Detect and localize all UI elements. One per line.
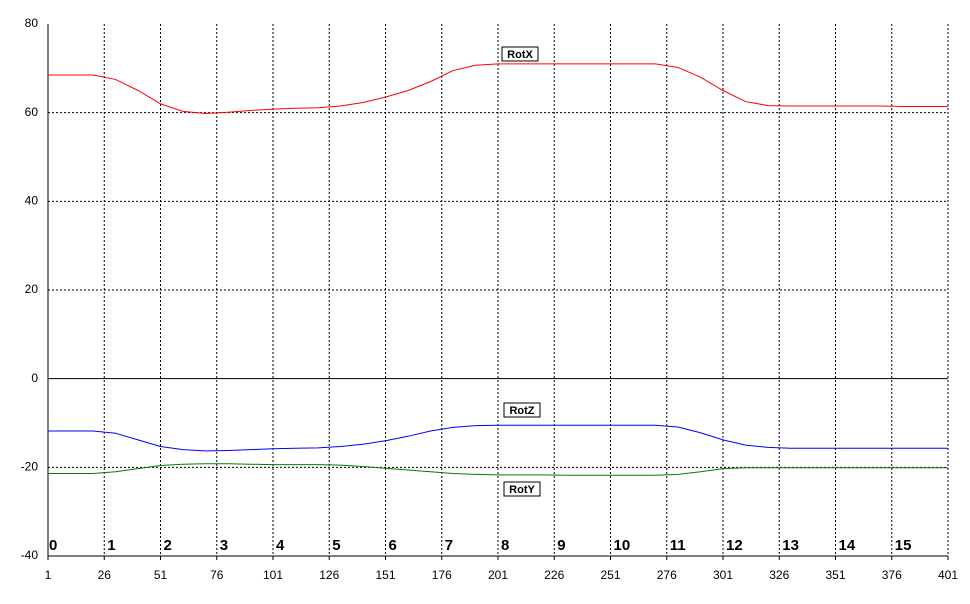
x-tick-label: 201 [488, 568, 508, 582]
annotation: 3 [220, 537, 228, 554]
x-tick-label: 401 [938, 568, 958, 582]
y-tick-label: 40 [25, 194, 39, 208]
y-tick-label: 20 [25, 282, 39, 296]
x-tick-label: 351 [825, 568, 845, 582]
annotation: 12 [726, 537, 743, 554]
x-tick-label: 226 [544, 568, 564, 582]
series-label: RotY [509, 484, 535, 496]
annotation: 1 [107, 537, 115, 554]
annotation: 11 [670, 537, 686, 554]
annotation: 2 [164, 537, 172, 554]
x-tick-label: 276 [657, 568, 677, 582]
x-tick-label: 101 [263, 568, 283, 582]
x-tick-label: 1 [45, 568, 52, 582]
annotation: 5 [332, 537, 340, 554]
series-label: RotZ [509, 405, 534, 417]
annotation: 4 [276, 537, 285, 554]
series-line [48, 424, 948, 452]
series-line [48, 63, 948, 115]
series-label-box [501, 46, 539, 62]
x-tick-label: 251 [600, 568, 620, 582]
x-tick-label: 326 [769, 568, 789, 582]
y-tick-label: 0 [31, 371, 38, 385]
annotation: 8 [501, 537, 509, 554]
series-label-box [503, 402, 541, 418]
series-label-box [503, 481, 541, 497]
x-tick-label: 151 [375, 568, 395, 582]
annotation: 13 [782, 537, 799, 554]
y-tick-label: 80 [25, 16, 39, 30]
annotation: 6 [389, 537, 397, 554]
series-line [48, 463, 948, 476]
annotation: 7 [445, 537, 453, 554]
annotation: 0 [49, 537, 57, 554]
x-tick-label: 76 [210, 568, 224, 582]
x-tick-label: 301 [713, 568, 733, 582]
x-tick-label: 26 [98, 568, 112, 582]
y-tick-label: 60 [25, 105, 39, 119]
annotation: 15 [895, 537, 912, 554]
annotation: 14 [839, 537, 856, 554]
annotation: 10 [614, 537, 631, 554]
x-tick-label: 376 [882, 568, 902, 582]
annotation: 9 [557, 537, 565, 554]
y-tick-label: -40 [21, 548, 39, 562]
x-tick-label: 126 [319, 568, 339, 582]
x-tick-label: 51 [154, 568, 168, 582]
x-tick-label: 176 [432, 568, 452, 582]
series-label: RotX [507, 49, 533, 61]
y-tick-label: -20 [21, 460, 39, 474]
